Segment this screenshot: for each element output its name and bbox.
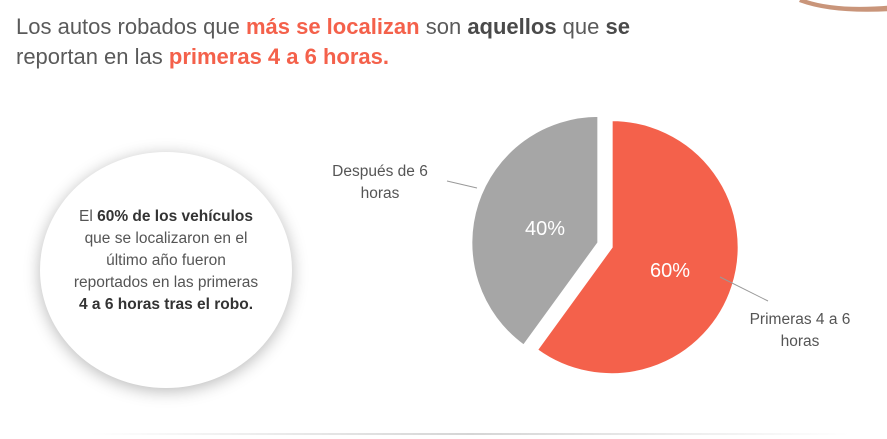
leader-line-despues — [446, 180, 478, 189]
bottom-divider — [90, 433, 850, 435]
slice-value-label-primeras: 60% — [650, 260, 690, 282]
callout-text: El 60% de los vehículos que se localizar… — [40, 206, 292, 316]
category-label-primeras-line-1: Primeras 4 a 6 — [750, 311, 851, 328]
category-label-despues-line-1: Después de 6 — [332, 163, 428, 180]
brand-brush-stroke — [799, 0, 887, 12]
headline-text-4: reportan en las — [16, 44, 169, 69]
headline-text-1: Los autos robados que — [16, 14, 246, 39]
callout-bold-1: 60% de los vehículos — [97, 208, 254, 225]
headline-emphasis-2: primeras 4 a 6 horas. — [168, 44, 389, 69]
slice-value-label-despues: 40% — [525, 218, 565, 240]
callout-line-5: 4 a 6 horas tras el robo. — [40, 294, 292, 316]
callout-text-1: El — [78, 208, 98, 225]
headline-bold-1: aquellos — [467, 14, 557, 39]
pie-slices — [470, 114, 740, 376]
callout-bold-2: 4 a 6 horas tras el robo. — [78, 296, 253, 313]
callout-circle — [40, 152, 292, 388]
headline: Los autos robados que más se localizan s… — [16, 12, 776, 72]
headline-line-2: reportan en las primeras 4 a 6 horas. — [16, 42, 776, 72]
headline-emphasis-1: más se localizan — [245, 14, 420, 39]
headline-line-1: Los autos robados que más se localizan s… — [16, 12, 776, 42]
callout-line-1: El 60% de los vehículos — [40, 206, 292, 228]
category-label-primeras-line-2: horas — [781, 333, 820, 350]
callout-line-4: reportados en las primeras — [73, 274, 259, 291]
headline-text-2: son — [419, 14, 468, 39]
callout-line-3: último año fueron — [106, 252, 226, 269]
leader-line-primeras — [719, 276, 769, 302]
headline-text-3: que — [556, 14, 606, 39]
category-label-despues-line-2: horas — [361, 185, 400, 202]
headline-bold-2: se — [605, 14, 630, 39]
pie-slice-despues — [470, 114, 600, 347]
pie-slice-primeras — [535, 119, 740, 376]
callout-line-2: que se localizaron en el — [84, 230, 248, 247]
